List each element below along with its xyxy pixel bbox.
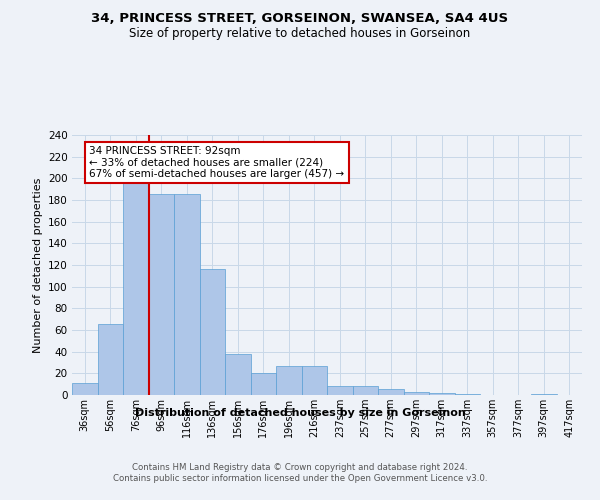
Bar [199, 270, 225, 395]
Bar [174, 194, 199, 395]
Bar [531, 394, 557, 395]
Bar [327, 386, 353, 395]
Bar [123, 180, 149, 395]
Bar [429, 393, 455, 395]
Bar [276, 366, 302, 395]
Text: Contains HM Land Registry data © Crown copyright and database right 2024.: Contains HM Land Registry data © Crown c… [132, 462, 468, 471]
Bar [251, 374, 276, 395]
Text: 34 PRINCESS STREET: 92sqm
← 33% of detached houses are smaller (224)
67% of semi: 34 PRINCESS STREET: 92sqm ← 33% of detac… [89, 146, 344, 179]
Text: Contains public sector information licensed under the Open Government Licence v3: Contains public sector information licen… [113, 474, 487, 483]
Text: Size of property relative to detached houses in Gorseinon: Size of property relative to detached ho… [130, 28, 470, 40]
Bar [302, 366, 327, 395]
Text: 34, PRINCESS STREET, GORSEINON, SWANSEA, SA4 4US: 34, PRINCESS STREET, GORSEINON, SWANSEA,… [91, 12, 509, 26]
Bar [378, 388, 404, 395]
Bar [353, 386, 378, 395]
Y-axis label: Number of detached properties: Number of detached properties [32, 178, 43, 352]
Text: Distribution of detached houses by size in Gorseinon: Distribution of detached houses by size … [134, 408, 466, 418]
Bar [97, 324, 123, 395]
Bar [455, 394, 480, 395]
Bar [72, 383, 97, 395]
Bar [225, 354, 251, 395]
Bar [404, 392, 429, 395]
Bar [149, 194, 174, 395]
